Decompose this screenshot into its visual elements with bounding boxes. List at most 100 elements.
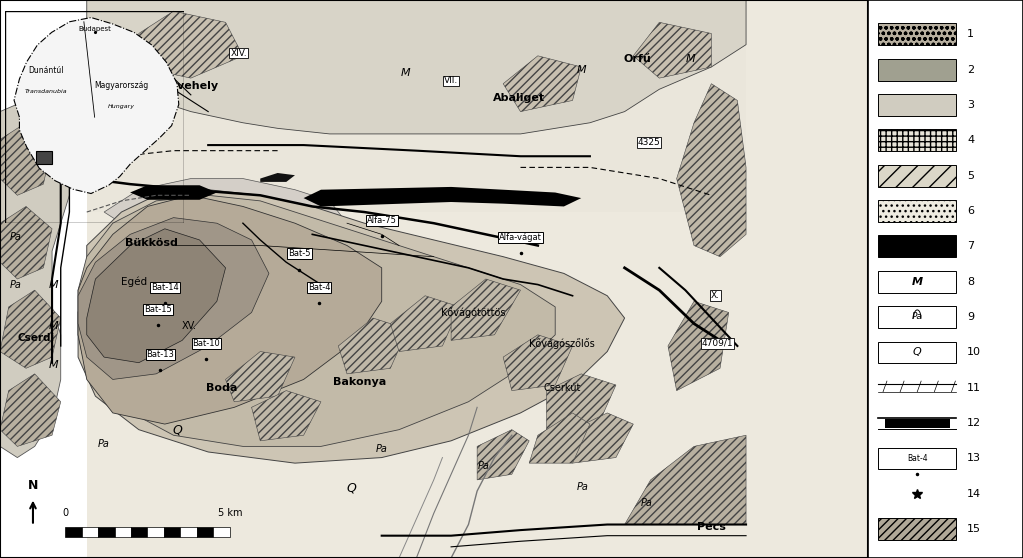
Bar (36, 151, 51, 164)
Text: 14: 14 (967, 489, 981, 499)
Polygon shape (0, 206, 52, 279)
Polygon shape (0, 290, 60, 368)
Text: Boda: Boda (206, 383, 237, 393)
Bar (82, 527, 98, 537)
Text: 15: 15 (967, 524, 981, 534)
Text: Egéd: Egéd (122, 277, 147, 287)
Text: Hetvehely: Hetvehely (154, 81, 218, 92)
Text: 2: 2 (967, 65, 974, 75)
Text: Pa: Pa (98, 439, 110, 449)
Polygon shape (104, 179, 347, 234)
Text: Bat-10: Bat-10 (192, 339, 220, 348)
Text: Pa: Pa (577, 482, 589, 492)
Bar (879, 23, 957, 45)
Text: 4325: 4325 (637, 138, 660, 147)
Polygon shape (391, 296, 459, 352)
Polygon shape (668, 301, 728, 391)
Text: 4: 4 (967, 136, 974, 146)
Text: Budapest: Budapest (78, 26, 112, 32)
Text: Magyarország: Magyarország (94, 81, 148, 90)
Text: 12: 12 (967, 418, 981, 428)
Text: X.: X. (711, 291, 720, 300)
Text: Bat-5: Bat-5 (288, 249, 311, 258)
Bar (115, 527, 131, 537)
Bar (879, 165, 957, 187)
Text: Pa: Pa (9, 280, 21, 290)
Polygon shape (339, 318, 408, 374)
Bar (131, 527, 147, 537)
Polygon shape (78, 195, 555, 446)
Text: Kővágószőlős: Kővágószőlős (529, 338, 595, 349)
Text: M: M (911, 277, 923, 287)
Bar (879, 448, 957, 469)
Text: Dunántúl: Dunántúl (29, 66, 64, 75)
Text: 5 km: 5 km (218, 508, 242, 518)
Bar (879, 200, 957, 222)
Text: Pa: Pa (640, 498, 653, 508)
Polygon shape (225, 352, 295, 402)
Bar (879, 341, 957, 363)
Bar (879, 306, 957, 328)
Text: Q: Q (347, 482, 356, 495)
Polygon shape (0, 123, 52, 195)
Bar (879, 271, 957, 293)
Bar (147, 527, 164, 537)
Polygon shape (676, 84, 746, 257)
Polygon shape (529, 413, 590, 463)
Text: Bükkösd: Bükkösd (126, 238, 178, 248)
Bar (164, 527, 180, 537)
Bar (879, 129, 957, 151)
Text: Cserdi: Cserdi (17, 333, 55, 343)
Text: 8: 8 (967, 277, 974, 287)
Text: Bat-4: Bat-4 (907, 454, 928, 463)
Text: Pa: Pa (9, 232, 21, 242)
Text: Cserkút: Cserkút (543, 383, 581, 393)
Text: Kővágótöttös: Kővágótöttös (441, 307, 505, 318)
Polygon shape (14, 17, 179, 194)
Text: Pa: Pa (375, 444, 388, 454)
Polygon shape (78, 195, 382, 424)
Polygon shape (451, 279, 521, 340)
Text: N: N (28, 479, 38, 492)
Text: M: M (49, 360, 58, 371)
Polygon shape (139, 11, 242, 78)
Polygon shape (130, 185, 217, 200)
Text: Orfű: Orfű (624, 54, 652, 64)
Text: 9: 9 (967, 312, 974, 322)
Polygon shape (0, 374, 60, 446)
Text: M: M (49, 321, 58, 331)
Text: Abaliget: Abaliget (493, 93, 545, 103)
Text: Bat-14: Bat-14 (151, 283, 179, 292)
Text: Bat-4: Bat-4 (308, 283, 330, 292)
Text: Alfa-vágat: Alfa-vágat (499, 233, 542, 242)
Polygon shape (503, 56, 581, 112)
Polygon shape (87, 229, 225, 363)
Text: Q: Q (173, 423, 183, 436)
Polygon shape (87, 0, 746, 134)
Text: 7: 7 (967, 242, 974, 252)
Text: Bat-15: Bat-15 (144, 305, 172, 314)
Polygon shape (78, 218, 269, 379)
Text: Alfa-75: Alfa-75 (367, 216, 397, 225)
Text: Pa: Pa (478, 461, 490, 471)
Text: 10: 10 (967, 348, 981, 358)
Text: XV.: XV. (182, 321, 196, 331)
Bar (87, 0, 746, 212)
Polygon shape (260, 173, 295, 182)
Text: 5: 5 (967, 171, 974, 181)
Text: VII.: VII. (444, 76, 458, 85)
Text: Q: Q (913, 348, 922, 358)
Bar (885, 418, 950, 427)
Polygon shape (78, 190, 625, 463)
Text: Bat-13: Bat-13 (146, 350, 175, 359)
Text: Bakonya: Bakonya (333, 377, 387, 387)
Text: 3: 3 (967, 100, 974, 110)
Text: M: M (576, 65, 586, 75)
Text: 1: 1 (967, 30, 974, 40)
Text: 4709/1: 4709/1 (702, 339, 733, 348)
Text: 11: 11 (967, 383, 981, 393)
Bar (196, 527, 214, 537)
Text: Transdanubia: Transdanubia (25, 89, 68, 94)
Text: Pécs: Pécs (697, 522, 725, 532)
Polygon shape (477, 430, 529, 480)
